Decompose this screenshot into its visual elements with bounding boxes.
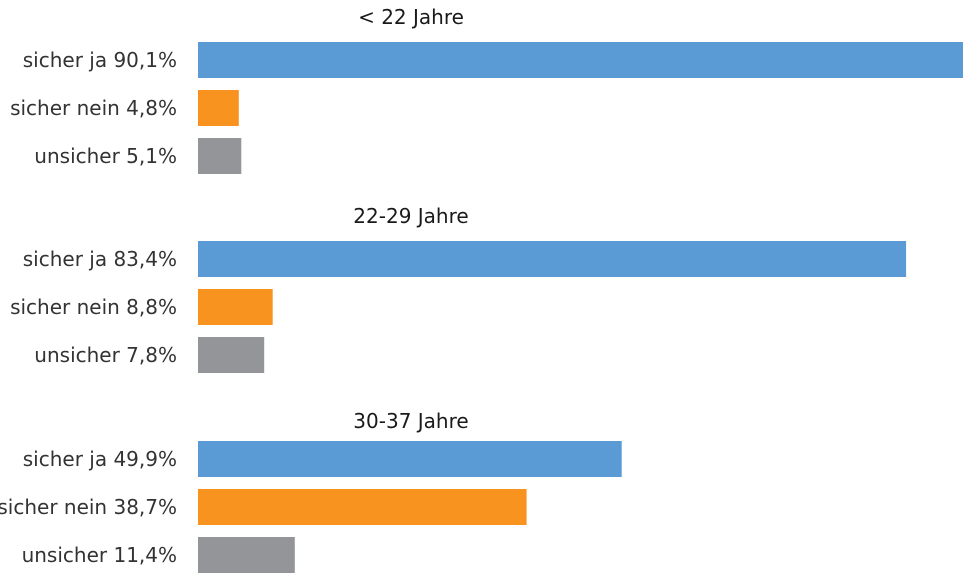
bar <box>198 138 242 174</box>
bar-label: sicher ja 83,4% <box>23 247 177 271</box>
group-title: < 22 Jahre <box>358 5 464 29</box>
bar-label: unsicher 11,4% <box>22 543 177 567</box>
bar <box>198 241 907 277</box>
bar-label: sicher ja 49,9% <box>23 447 177 471</box>
group-title: 30-37 Jahre <box>353 409 468 433</box>
bar-label: sicher nein 8,8% <box>10 295 177 319</box>
group-title: 22-29 Jahre <box>353 204 468 228</box>
bar <box>198 90 239 126</box>
bar <box>198 537 295 573</box>
bar-label: sicher nein 4,8% <box>10 96 177 120</box>
bar-group: < 22 Jahre sicher ja 90,1% sicher nein 4,8… <box>10 5 963 174</box>
bar-label: sicher ja 90,1% <box>23 48 177 72</box>
bar-label: sicher nein 38,7% <box>0 495 177 519</box>
bar <box>198 42 963 78</box>
bar <box>198 489 527 525</box>
bar-group: 30-37 Jahre sicher ja 49,9% sicher nein 38… <box>0 409 622 573</box>
bar <box>198 337 265 373</box>
bar <box>198 441 622 477</box>
bar-label: unsicher 5,1% <box>34 144 177 168</box>
bar <box>198 289 273 325</box>
bar-group: 22-29 Jahre sicher ja 83,4% sicher nein 8,… <box>10 204 907 373</box>
bar-label: unsicher 7,8% <box>34 343 177 367</box>
